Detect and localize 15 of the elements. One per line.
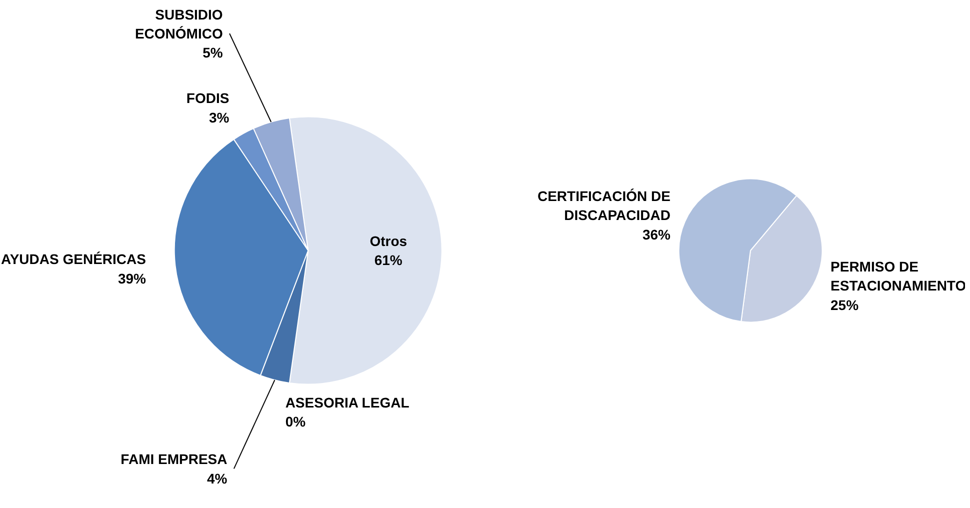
data-label: 36% (642, 226, 672, 242)
data-label: 39% (118, 270, 147, 286)
text: 0% (285, 414, 306, 430)
data-label: 5% (202, 44, 224, 61)
slice-label: Otros (370, 232, 408, 249)
data-label: 4% (207, 470, 228, 486)
slice-label: FODIS (186, 90, 230, 106)
slice-label: FAMI EMPRESA (120, 451, 228, 468)
data-label: 3% (208, 109, 230, 126)
slice-label: AYUDAS GENÉRICAS (1, 251, 146, 268)
slice-label: CERTIFICACIÓN DE DISCAPACIDAD (537, 188, 670, 224)
data-label: 61% (374, 252, 403, 268)
category-label: ASESORIA LEGAL (285, 394, 410, 410)
slice-label: SUBSIDIO ECONÓMICO (134, 6, 223, 42)
data-label: 25% (830, 296, 860, 313)
